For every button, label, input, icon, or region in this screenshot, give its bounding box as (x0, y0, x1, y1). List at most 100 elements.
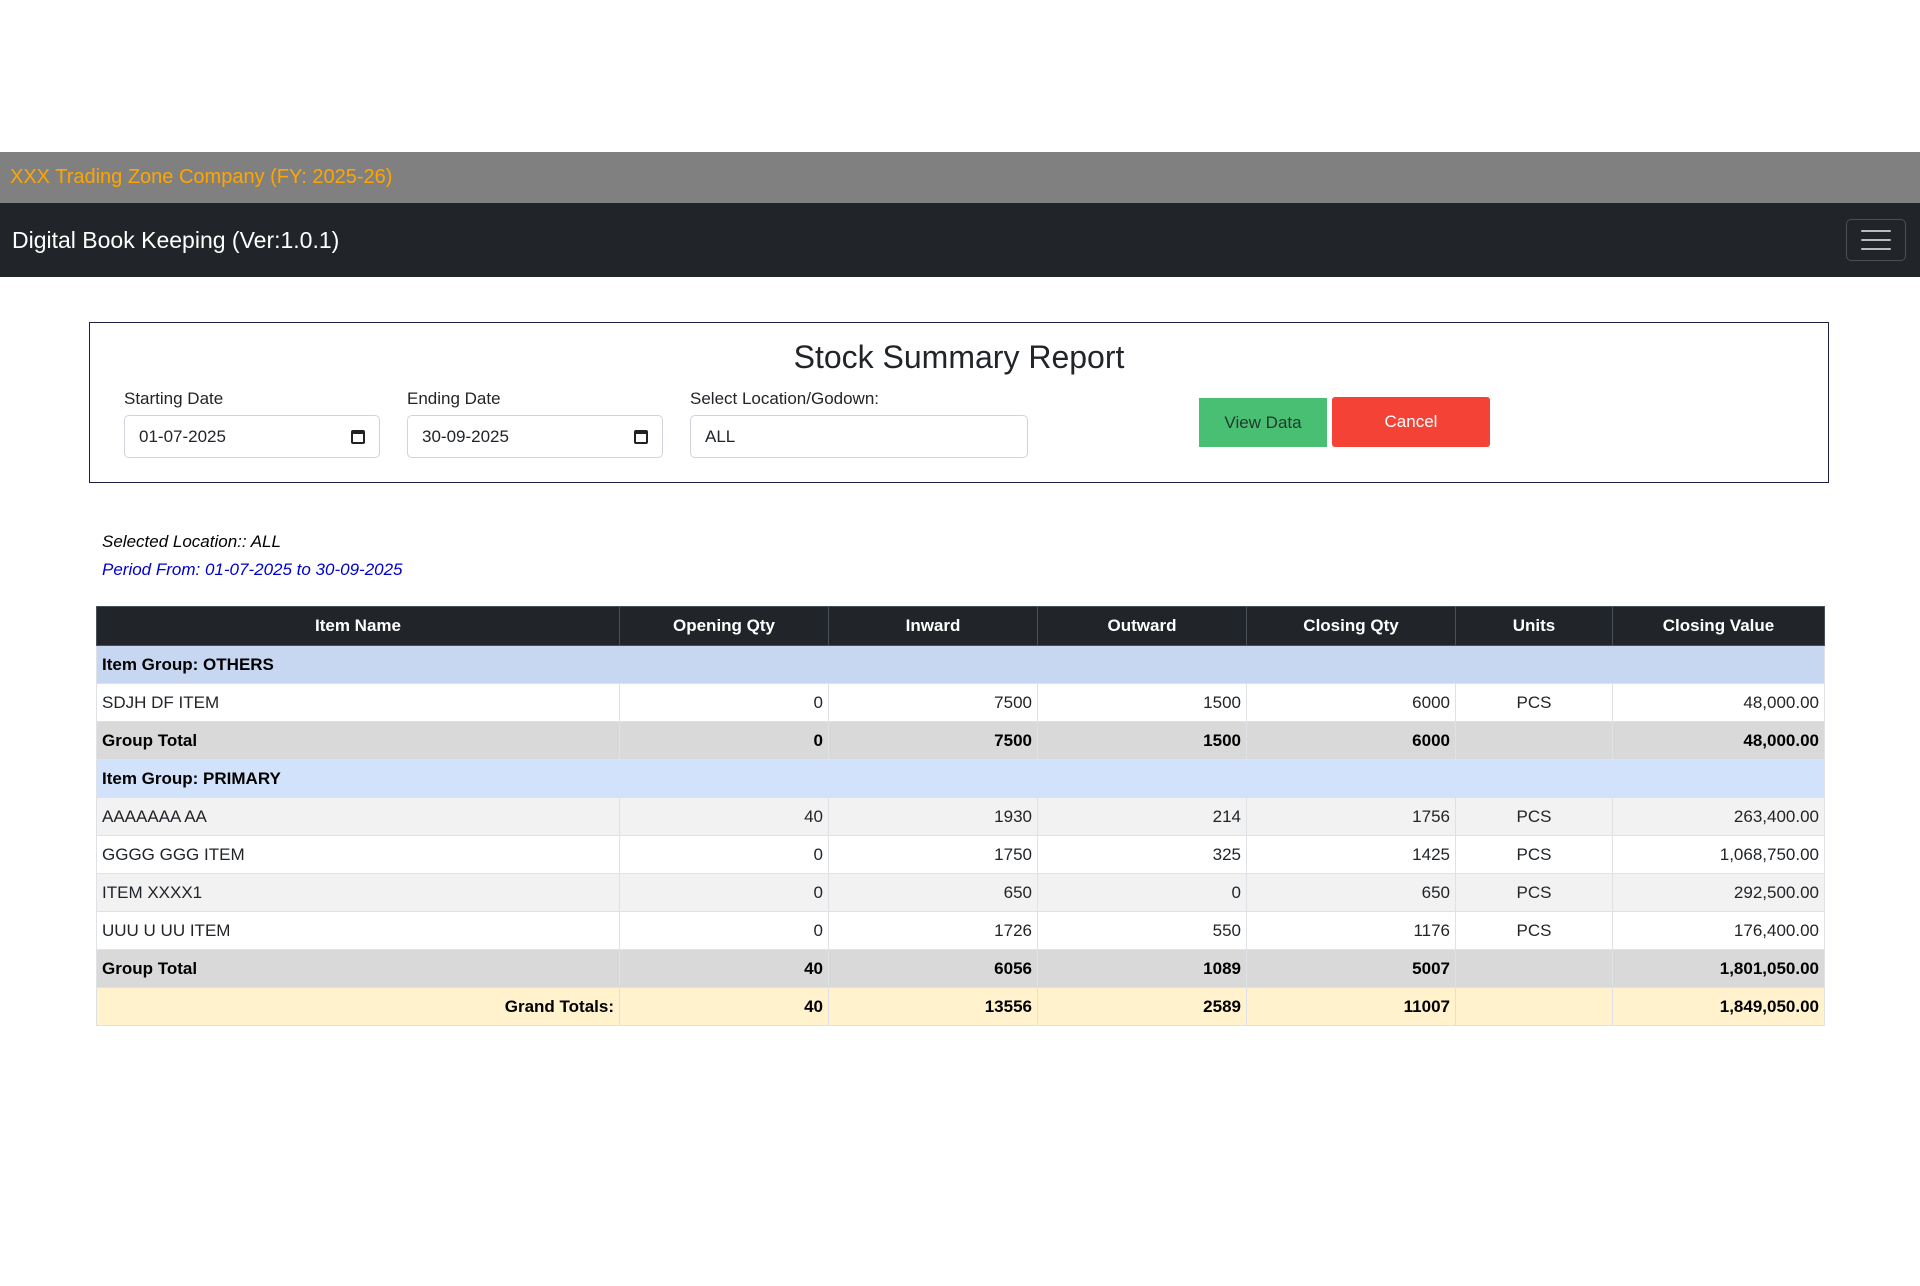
closing-qty-cell: 6000 (1246, 683, 1456, 722)
column-header: Units (1455, 606, 1613, 646)
group-total-row: Group Total 0 7500 1500 6000 48,000.00 (96, 721, 1825, 760)
units-cell (1455, 721, 1613, 760)
stock-summary-table: Item Name Opening Qty Inward Outward Clo… (96, 606, 1825, 1026)
column-header: Inward (828, 606, 1038, 646)
outward-cell: 550 (1037, 911, 1247, 950)
column-header: Closing Value (1612, 606, 1825, 646)
column-header: Opening Qty (619, 606, 829, 646)
units-cell: PCS (1455, 683, 1613, 722)
app-title[interactable]: Digital Book Keeping (Ver:1.0.1) (12, 226, 340, 253)
group-title: Item Group: PRIMARY (96, 759, 1825, 798)
calendar-icon[interactable] (351, 429, 365, 444)
closing-value-cell: 176,400.00 (1612, 911, 1825, 950)
group-header-row: Item Group: OTHERS (96, 645, 1825, 684)
selected-location-text: Selected Location:: ALL (102, 532, 281, 551)
inward-cell: 1930 (828, 797, 1038, 836)
outward-cell: 1500 (1037, 683, 1247, 722)
table-row: SDJH DF ITEM 0 7500 1500 6000 PCS 48,000… (96, 683, 1825, 722)
location-select[interactable]: ALL (690, 415, 1028, 458)
table-row: UUU U UU ITEM 0 1726 550 1176 PCS 176,40… (96, 911, 1825, 950)
grand-total-row: Grand Totals: 40 13556 2589 11007 1,849,… (96, 987, 1825, 1026)
closing-qty-cell: 6000 (1246, 721, 1456, 760)
units-cell: PCS (1455, 835, 1613, 874)
closing-qty-cell: 1425 (1246, 835, 1456, 874)
end-date-input[interactable]: 30-09-2025 (407, 415, 663, 458)
inward-cell: 650 (828, 873, 1038, 912)
column-header: Closing Qty (1246, 606, 1456, 646)
view-data-button[interactable]: View Data (1199, 398, 1327, 447)
end-date-label: Ending Date (407, 389, 501, 408)
location-select-value: ALL (705, 426, 736, 446)
start-date-label: Starting Date (124, 389, 224, 408)
item-name-cell: ITEM XXXX1 (96, 873, 620, 912)
total-label-cell: Group Total (96, 721, 620, 760)
location-label: Select Location/Godown: (690, 389, 880, 408)
closing-value-cell: 1,849,050.00 (1612, 987, 1825, 1026)
closing-qty-cell: 1756 (1246, 797, 1456, 836)
opening-qty-cell: 0 (619, 835, 829, 874)
closing-qty-cell: 5007 (1246, 949, 1456, 988)
column-header: Item Name (96, 606, 620, 646)
closing-value-cell: 48,000.00 (1612, 683, 1825, 722)
start-date-field: Starting Date 01-07-2025 (124, 389, 380, 458)
inward-cell: 1726 (828, 911, 1038, 950)
outward-cell: 1500 (1037, 721, 1247, 760)
group-header-row: Item Group: PRIMARY (96, 759, 1825, 798)
menu-icon-bar (1861, 230, 1891, 232)
calendar-icon[interactable] (634, 429, 648, 444)
item-name-cell: GGGG GGG ITEM (96, 835, 620, 874)
menu-icon-bar (1861, 248, 1891, 250)
item-name-cell: AAAAAAA AA (96, 797, 620, 836)
closing-value-cell: 263,400.00 (1612, 797, 1825, 836)
navbar: Digital Book Keeping (Ver:1.0.1) (0, 203, 1920, 277)
end-date-value: 30-09-2025 (422, 426, 509, 446)
report-title: Stock Summary Report (793, 339, 1125, 375)
item-name-cell: UUU U UU ITEM (96, 911, 620, 950)
inward-cell: 13556 (828, 987, 1038, 1026)
closing-value-cell: 292,500.00 (1612, 873, 1825, 912)
opening-qty-cell: 40 (619, 987, 829, 1026)
inward-cell: 6056 (828, 949, 1038, 988)
company-name: XXX Trading Zone Company (FY: 2025-26) (10, 166, 393, 188)
table-header-row: Item Name Opening Qty Inward Outward Clo… (96, 606, 1825, 646)
opening-qty-cell: 0 (619, 873, 829, 912)
period-text: Period From: 01-07-2025 to 30-09-2025 (102, 560, 403, 579)
closing-qty-cell: 11007 (1246, 987, 1456, 1026)
opening-qty-cell: 0 (619, 683, 829, 722)
report-filter-panel: Stock Summary Report Starting Date 01-07… (89, 322, 1829, 483)
closing-value-cell: 1,068,750.00 (1612, 835, 1825, 874)
units-cell: PCS (1455, 797, 1613, 836)
opening-qty-cell: 40 (619, 949, 829, 988)
units-cell (1455, 949, 1613, 988)
inward-cell: 7500 (828, 721, 1038, 760)
company-bar: XXX Trading Zone Company (FY: 2025-26) (0, 152, 1920, 203)
outward-cell: 2589 (1037, 987, 1247, 1026)
outward-cell: 325 (1037, 835, 1247, 874)
units-cell (1455, 987, 1613, 1026)
column-header: Outward (1037, 606, 1247, 646)
inward-cell: 7500 (828, 683, 1038, 722)
outward-cell: 214 (1037, 797, 1247, 836)
end-date-field: Ending Date 30-09-2025 (407, 389, 663, 458)
outward-cell: 0 (1037, 873, 1247, 912)
inward-cell: 1750 (828, 835, 1038, 874)
start-date-input[interactable]: 01-07-2025 (124, 415, 380, 458)
menu-icon[interactable] (1846, 219, 1906, 261)
units-cell: PCS (1455, 873, 1613, 912)
menu-icon-bar (1861, 239, 1891, 241)
table-row: ITEM XXXX1 0 650 0 650 PCS 292,500.00 (96, 873, 1825, 912)
grand-total-label: Grand Totals: (96, 987, 620, 1026)
closing-value-cell: 48,000.00 (1612, 721, 1825, 760)
total-label-cell: Group Total (96, 949, 620, 988)
opening-qty-cell: 0 (619, 911, 829, 950)
closing-value-cell: 1,801,050.00 (1612, 949, 1825, 988)
group-total-row: Group Total 40 6056 1089 5007 1,801,050.… (96, 949, 1825, 988)
item-name-cell: SDJH DF ITEM (96, 683, 620, 722)
units-cell: PCS (1455, 911, 1613, 950)
group-title: Item Group: OTHERS (96, 645, 1825, 684)
opening-qty-cell: 0 (619, 721, 829, 760)
table-row: GGGG GGG ITEM 0 1750 325 1425 PCS 1,068,… (96, 835, 1825, 874)
location-field: Select Location/Godown: ALL (690, 389, 1028, 458)
cancel-button[interactable]: Cancel (1332, 397, 1490, 447)
closing-qty-cell: 650 (1246, 873, 1456, 912)
